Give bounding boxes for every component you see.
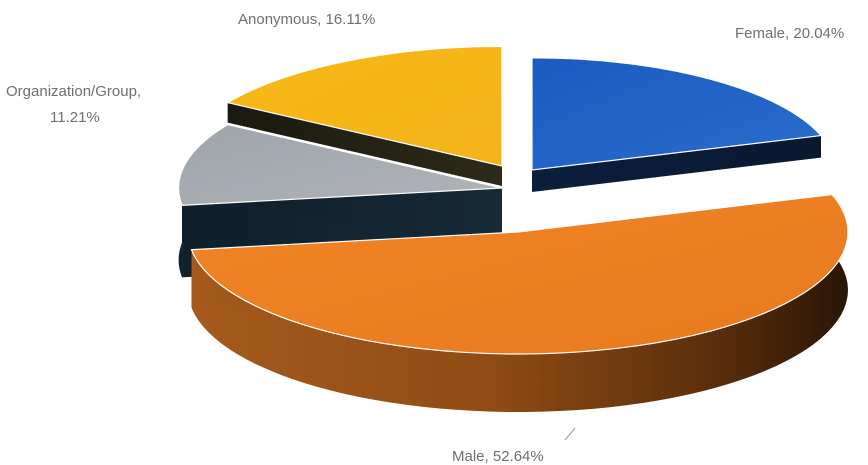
slice-label-female: Female, 20.04% bbox=[735, 25, 844, 42]
slice-wall-start-anonymous bbox=[227, 102, 502, 186]
slice-label-organization-line2: 11.21% bbox=[50, 109, 100, 126]
slice-wall-end-female bbox=[532, 135, 821, 192]
slice-organization-group bbox=[178, 123, 503, 206]
male-label-leader-line bbox=[564, 427, 576, 441]
slice-anonymous bbox=[226, 45, 503, 167]
slice-label-organization-line1: Organization/Group, bbox=[6, 83, 141, 100]
slice-male bbox=[190, 193, 849, 355]
slice-female bbox=[531, 57, 823, 171]
slice-side-male bbox=[191, 194, 849, 413]
slice-label-male: Male, 52.64% bbox=[452, 448, 544, 465]
slice-label-anonymous: Anonymous, 16.11% bbox=[238, 11, 375, 28]
pie-slices bbox=[178, 45, 849, 413]
